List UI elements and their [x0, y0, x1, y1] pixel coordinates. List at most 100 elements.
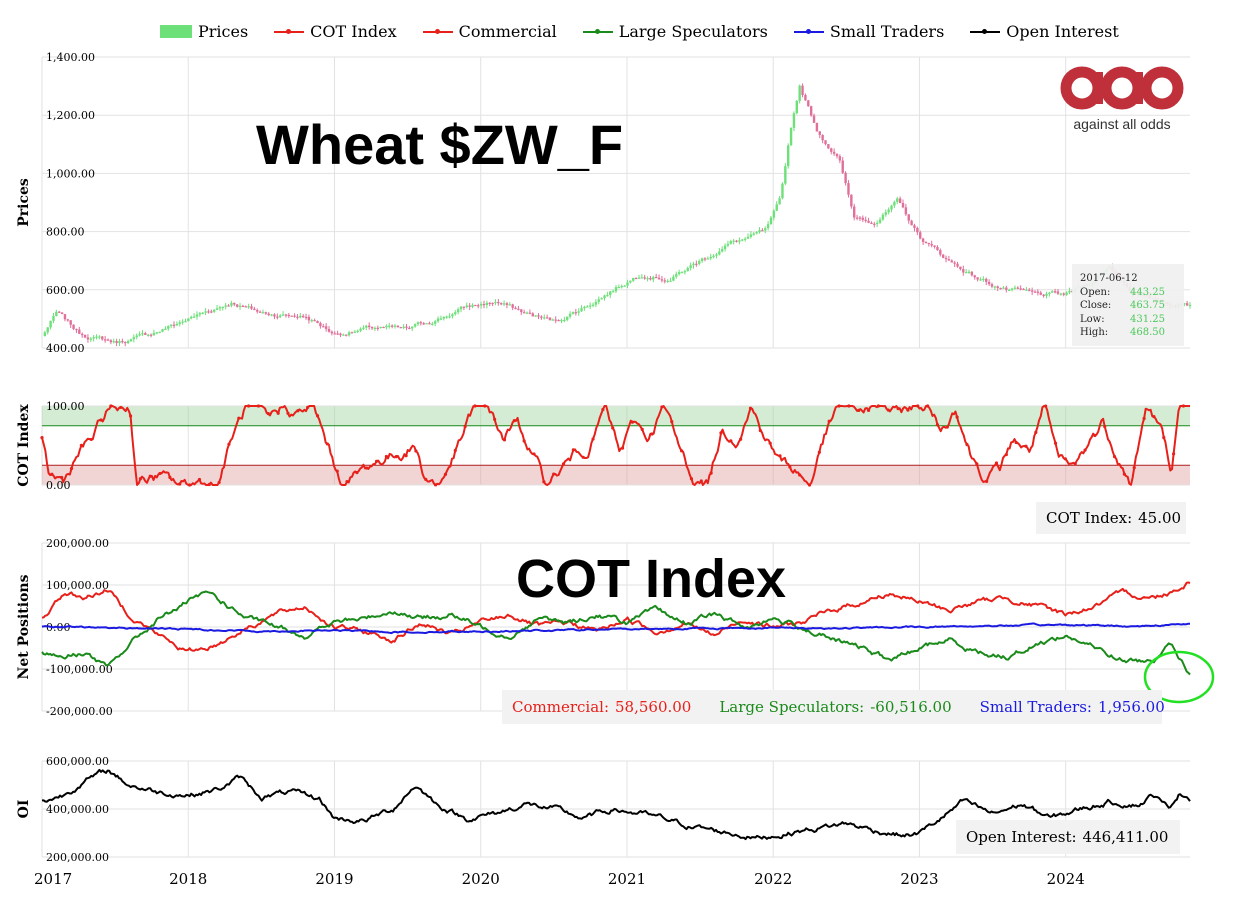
candle-body [367, 325, 371, 328]
candle-body [508, 304, 512, 306]
cot-index-point [158, 471, 162, 476]
legend-swatch-commercial [422, 28, 453, 34]
cot-index-point [581, 455, 585, 459]
candle-body [985, 278, 988, 282]
tooltip-label: Open: [1080, 286, 1111, 298]
candle-body [904, 207, 908, 215]
y-tick-label: 800.00 [46, 226, 85, 239]
cot-index-point [1142, 416, 1146, 421]
candle-body [741, 239, 744, 241]
cot-index-point [670, 420, 674, 424]
candle-body [632, 277, 635, 281]
candle-body [313, 320, 316, 322]
cot-index-readout-label: COT Index: [1046, 509, 1133, 527]
candle-body [169, 324, 173, 326]
candle-body [623, 285, 626, 287]
candle-body [640, 277, 644, 279]
cot-index-point [1083, 448, 1087, 452]
candle-body [617, 286, 621, 289]
cot-index-point [965, 442, 969, 447]
candle-body [614, 287, 618, 292]
candle-body [184, 321, 187, 323]
candle-body [738, 240, 741, 242]
large-speculators-readout-label: Large Speculators: [719, 698, 865, 716]
y-axis-label: Net Positions [16, 574, 32, 679]
candle-body [80, 333, 84, 336]
legend-item-large-speculators[interactable]: Large Speculators [582, 22, 768, 41]
candle-body [921, 238, 925, 242]
candle-body [46, 327, 49, 333]
cot-index-point [1103, 424, 1107, 429]
candle-body [735, 240, 738, 242]
candle-body [933, 245, 936, 247]
candle-body [970, 271, 974, 276]
tooltip-row-open: Open: 443.25 [1080, 286, 1176, 300]
candle-body [875, 222, 879, 225]
legend-label-cot-index: COT Index [310, 22, 397, 41]
candle-body [98, 336, 101, 338]
cot-index-point [857, 408, 861, 412]
candle-body [597, 299, 600, 302]
candle-body [301, 315, 305, 318]
candle-body [1013, 287, 1017, 289]
candle-body [359, 328, 362, 331]
candle-body [964, 272, 968, 274]
tooltip-row-close: Close: 463.75 [1080, 299, 1176, 313]
candle-body [144, 333, 147, 335]
candle-body [416, 322, 420, 325]
cot-index-point [217, 480, 221, 485]
cot-index-point [985, 479, 989, 484]
candle-body [847, 183, 850, 195]
candle-body [158, 331, 161, 333]
candle-body [907, 214, 910, 221]
candle-body [474, 304, 477, 307]
candle-body [324, 326, 328, 329]
cot-index-point [325, 442, 329, 446]
candle-body [106, 339, 110, 341]
cot-index-point [404, 454, 408, 458]
candle-body [482, 303, 486, 306]
legend-item-small-traders[interactable]: Small Traders [793, 22, 944, 41]
cot-index-point [748, 406, 753, 410]
commercial-readout-label: Commercial: [512, 698, 609, 716]
candle-body [293, 315, 296, 317]
candle-body [683, 271, 687, 273]
candle-body [853, 206, 856, 218]
legend-item-cot-index[interactable]: COT Index [274, 22, 397, 41]
candle-body [855, 217, 859, 219]
candle-body [319, 323, 322, 327]
candle-body [129, 339, 133, 342]
candle-body [1059, 293, 1063, 295]
x-tick-label: 2021 [608, 870, 646, 888]
candle-body [654, 276, 658, 279]
cot-index-point [1044, 404, 1048, 408]
candle-body [672, 276, 675, 281]
candle-body [657, 277, 661, 280]
cot-index-point [837, 404, 841, 408]
cot-index-point [640, 427, 644, 432]
candle-body [336, 333, 339, 335]
candle-body [1002, 287, 1005, 289]
candle-body [990, 284, 994, 287]
cot-index-point [955, 415, 959, 419]
candle-body [531, 313, 534, 317]
candle-body [201, 312, 204, 314]
candle-body [543, 317, 546, 319]
cot-index-point [532, 452, 536, 456]
x-tick-label: 2020 [462, 870, 500, 888]
y-tick-label: 1,200.00 [46, 109, 95, 122]
candle-body [706, 258, 710, 260]
y-tick-label: -100,000.00 [46, 663, 113, 676]
legend-item-commercial[interactable]: Commercial [422, 22, 557, 41]
candle-body [898, 198, 902, 204]
cot-index-point [394, 455, 398, 459]
candle-body [408, 327, 411, 330]
candle-body [982, 278, 985, 281]
legend-item-open-interest[interactable]: Open Interest [970, 22, 1119, 41]
candle-body [207, 311, 210, 313]
candle-body [798, 85, 801, 101]
candle-body [299, 315, 302, 318]
y-tick-label: 0.00 [46, 479, 71, 492]
legend-item-prices[interactable]: Prices [160, 22, 248, 41]
